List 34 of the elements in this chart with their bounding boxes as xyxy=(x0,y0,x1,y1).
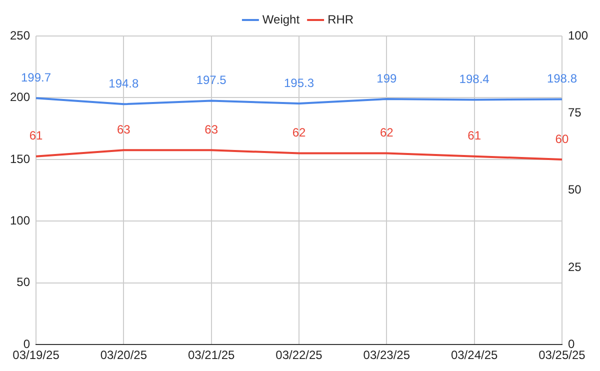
y2-tick-label: 100 xyxy=(568,28,588,42)
x-tick-label: 03/20/25 xyxy=(100,348,148,362)
legend-label: Weight xyxy=(262,12,300,26)
y-tick-label: 250 xyxy=(10,28,30,42)
y-tick-label: 150 xyxy=(10,152,30,166)
y-tick-label: 200 xyxy=(10,90,30,104)
data-label: 63 xyxy=(204,122,218,136)
data-label: 62 xyxy=(292,126,306,140)
y2-tick-label: 0 xyxy=(568,336,575,351)
y2-tick-label: 50 xyxy=(568,182,582,197)
x-tick-label: 03/23/25 xyxy=(363,348,410,362)
data-label: 61 xyxy=(468,128,482,143)
y-tick-label: 50 xyxy=(16,275,30,290)
data-label: 197.5 xyxy=(196,73,227,88)
x-tick-label: 03/22/25 xyxy=(276,348,323,362)
data-label: 198.4 xyxy=(459,72,490,86)
data-label: 63 xyxy=(117,122,131,136)
data-label: 61 xyxy=(29,128,44,143)
x-tick-label: 03/24/25 xyxy=(450,348,498,362)
data-label: 199.7 xyxy=(21,70,52,84)
data-label: 199 xyxy=(376,71,397,86)
data-label: 60 xyxy=(555,132,569,146)
x-tick-label: 03/19/25 xyxy=(12,348,60,362)
y-tick-label: 0 xyxy=(23,336,30,351)
y-tick-label: 100 xyxy=(10,213,30,228)
data-label: 62 xyxy=(380,126,394,140)
data-label: 194.8 xyxy=(108,76,140,90)
y2-tick-label: 75 xyxy=(568,105,582,120)
data-label: 195.3 xyxy=(284,76,314,90)
data-label: 198.8 xyxy=(546,72,578,86)
x-tick-label: 03/25/25 xyxy=(538,348,586,362)
y2-tick-label: 25 xyxy=(568,260,582,274)
x-tick-label: 03/21/25 xyxy=(188,348,236,362)
legend-label: RHR xyxy=(328,12,354,26)
